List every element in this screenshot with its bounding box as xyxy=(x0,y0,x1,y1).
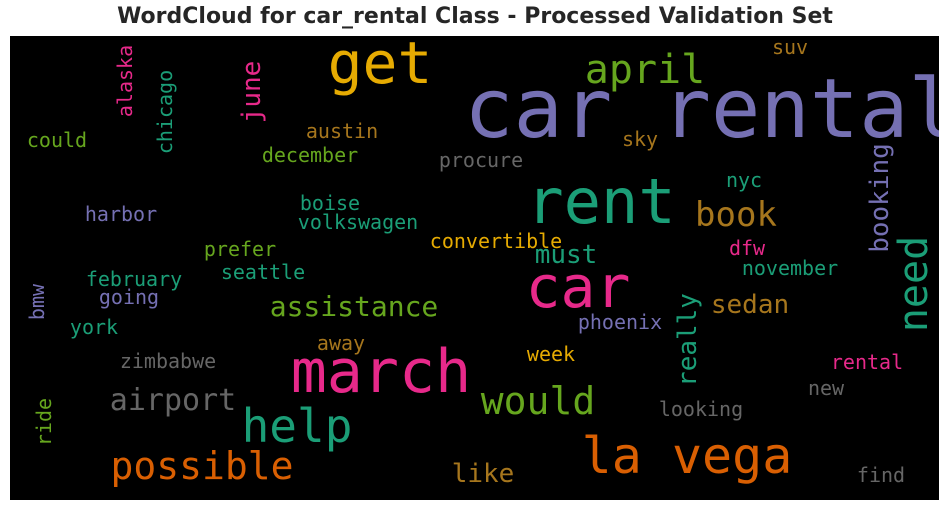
word-phoenix: phoenix xyxy=(577,310,663,334)
word-sky: sky xyxy=(621,127,659,151)
word-help: help xyxy=(241,399,353,453)
word-march: march xyxy=(290,337,472,407)
word-nyc: nyc xyxy=(725,168,763,192)
word-rent: rent xyxy=(526,165,676,238)
word-volkswagen: volkswagen xyxy=(297,210,419,234)
word-must: must xyxy=(534,240,598,270)
word-airport: airport xyxy=(109,383,237,418)
word-suv: suv xyxy=(771,36,809,59)
word-sedan: sedan xyxy=(710,290,790,320)
word-get: get xyxy=(327,36,433,97)
word-ride: ride xyxy=(32,397,56,447)
word-chicago: chicago xyxy=(153,69,177,155)
word-seattle: seattle xyxy=(220,260,306,284)
word-procure: procure xyxy=(438,148,524,172)
word-february: february xyxy=(85,267,183,291)
word-would: would xyxy=(480,379,596,423)
word-away: away xyxy=(316,331,366,355)
word-convertible: convertible xyxy=(429,229,563,253)
word-zimbabwe: zimbabwe xyxy=(119,349,217,373)
word-need: need xyxy=(891,235,937,333)
word-april: april xyxy=(584,47,706,93)
word-assistance: assistance xyxy=(269,290,439,323)
word-book: book xyxy=(695,195,777,235)
word-find: find xyxy=(856,463,906,487)
word-york: york xyxy=(69,315,119,339)
word-cloud-canvas: car rental rent car march get la vega help poss… xyxy=(10,36,939,500)
word-looking: looking xyxy=(658,397,744,421)
word-prefer: prefer xyxy=(203,237,277,261)
word-new: new xyxy=(807,376,845,400)
word-car-rental: car rental xyxy=(464,62,939,157)
word-week: week xyxy=(526,342,576,366)
word-bmw: bmw xyxy=(25,283,49,321)
word-like: like xyxy=(451,459,515,489)
word-alaska: alaska xyxy=(113,44,137,118)
word-booking: booking xyxy=(865,143,895,253)
word-harbor: harbor xyxy=(84,202,158,226)
word-rental: rental xyxy=(830,350,904,374)
word-could: could xyxy=(26,128,88,152)
word-car: car xyxy=(525,253,631,321)
word-boise: boise xyxy=(299,191,361,215)
word-november: november xyxy=(741,256,839,280)
word-december: december xyxy=(261,143,359,167)
word-dfw: dfw xyxy=(728,236,766,260)
word-possible: possible xyxy=(110,444,294,488)
word-really: really xyxy=(673,293,703,387)
word-la-vega: la vega xyxy=(581,427,793,485)
word-june: june xyxy=(237,60,267,124)
word-going: going xyxy=(98,285,160,309)
word-austin: austin xyxy=(305,119,379,143)
chart-title: WordCloud for car_rental Class - Process… xyxy=(117,4,833,29)
